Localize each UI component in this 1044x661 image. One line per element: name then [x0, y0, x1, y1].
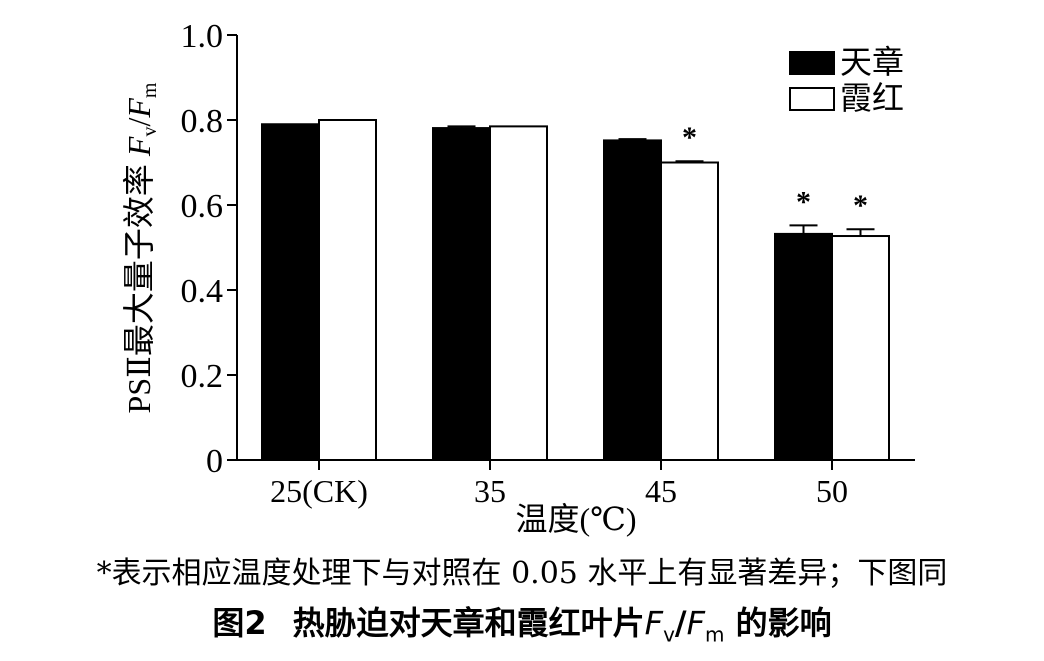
caption-f2: F — [686, 604, 705, 642]
x-tick-label: 25(CK) — [270, 473, 368, 509]
y-tick-label: 0.8 — [181, 103, 224, 140]
caption-sub2: m — [705, 622, 725, 647]
caption-slash: / — [674, 604, 687, 642]
y-tick-label: 1.0 — [181, 18, 224, 55]
bar-series-2 — [831, 235, 890, 461]
caption-f1: F — [644, 604, 664, 642]
legend-label: 天章 — [840, 44, 904, 80]
y-tick-label: 0.6 — [181, 188, 224, 225]
y-axis-title-sub2: m — [139, 82, 161, 98]
y-tick-label: 0 — [206, 443, 223, 480]
bar-series-1 — [774, 232, 833, 461]
legend-swatch — [789, 87, 835, 111]
bar-series-2 — [660, 161, 719, 461]
caption-sub1: v — [663, 622, 675, 647]
x-tick-label: 50 — [816, 473, 848, 509]
significance-mark: * — [682, 121, 697, 154]
y-axis-title: PSⅡ最大量子效率 Fv/Fm — [121, 82, 161, 413]
y-axis-title-prefix: PSⅡ最大量子效率 — [121, 156, 157, 413]
bar-series-2 — [489, 125, 548, 461]
x-tick-label: 35 — [474, 473, 506, 509]
y-axis-title-sub1: v — [139, 127, 161, 137]
legend-label: 霞红 — [840, 80, 904, 116]
bar-series-1 — [261, 123, 320, 461]
x-axis: 25(CK) 35 45 50 — [237, 459, 915, 509]
significance-mark: * — [796, 185, 811, 218]
y-axis-title-f2: F — [121, 98, 157, 119]
legend-swatch — [789, 51, 835, 75]
figure-caption-text: 热胁迫对天章和霞红叶片 — [292, 604, 645, 642]
x-tick-label: 45 — [645, 473, 677, 509]
y-axis-title-slash: / — [121, 118, 157, 127]
x-axis-title: 温度(℃) — [515, 501, 636, 537]
y-axis-title-f1: F — [121, 136, 157, 157]
bar-series-1 — [603, 139, 662, 461]
bar-series-2 — [318, 119, 377, 461]
figure-caption: 图2 热胁迫对天章和霞红叶片Fv/Fm 的影响 — [0, 598, 1044, 646]
y-tick-label: 0.4 — [181, 273, 224, 310]
y-tick-label: 0.2 — [181, 358, 224, 395]
significance-mark: * — [853, 189, 868, 222]
caption-suffix: 的影响 — [724, 604, 832, 642]
bar-series-1 — [432, 127, 491, 461]
bars: * * * — [261, 119, 890, 461]
y-axis: 0 0.2 0.4 0.6 0.8 1.0 — [181, 18, 238, 480]
figure-number: 图2 — [212, 604, 267, 642]
significance-note: *表示相应温度处理下与对照在 0.05 水平上有显著差异；下图同 — [96, 556, 948, 591]
